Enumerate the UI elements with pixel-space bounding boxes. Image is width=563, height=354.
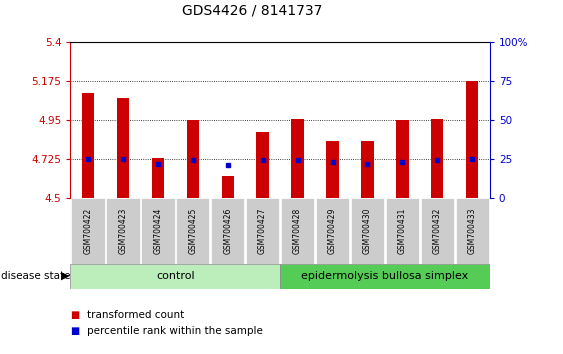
Bar xyxy=(431,119,444,198)
Bar xyxy=(141,198,175,264)
Text: percentile rank within the sample: percentile rank within the sample xyxy=(87,326,263,336)
Text: GDS4426 / 8141737: GDS4426 / 8141737 xyxy=(182,4,322,18)
Text: GSM700430: GSM700430 xyxy=(363,208,372,254)
Text: GSM700433: GSM700433 xyxy=(468,208,477,254)
Text: GSM700427: GSM700427 xyxy=(258,208,267,254)
Text: GSM700428: GSM700428 xyxy=(293,208,302,254)
Bar xyxy=(246,198,279,264)
Bar xyxy=(71,198,105,264)
Bar xyxy=(106,198,140,264)
Bar xyxy=(82,93,94,198)
Text: ▶: ▶ xyxy=(60,271,69,281)
Bar xyxy=(151,159,164,198)
Text: disease state: disease state xyxy=(1,271,70,281)
Text: control: control xyxy=(156,271,195,281)
Bar xyxy=(351,198,385,264)
Bar xyxy=(186,120,199,198)
Text: GSM700431: GSM700431 xyxy=(398,208,407,254)
Text: epidermolysis bullosa simplex: epidermolysis bullosa simplex xyxy=(301,271,468,281)
Bar xyxy=(327,141,338,198)
Bar xyxy=(281,198,314,264)
Text: GSM700429: GSM700429 xyxy=(328,208,337,254)
Bar xyxy=(466,81,479,198)
Text: ■: ■ xyxy=(70,326,79,336)
Bar xyxy=(292,119,303,198)
Bar xyxy=(176,198,209,264)
Bar xyxy=(361,141,374,198)
Text: ■: ■ xyxy=(70,310,79,320)
Text: transformed count: transformed count xyxy=(87,310,185,320)
Bar xyxy=(421,198,454,264)
Bar xyxy=(70,264,280,289)
Bar xyxy=(386,198,419,264)
Text: GSM700422: GSM700422 xyxy=(83,208,92,254)
Text: GSM700426: GSM700426 xyxy=(223,208,232,254)
Bar xyxy=(257,132,269,198)
Bar xyxy=(280,264,490,289)
Bar xyxy=(222,176,234,198)
Text: GSM700432: GSM700432 xyxy=(433,208,442,254)
Bar xyxy=(211,198,244,264)
Bar xyxy=(316,198,349,264)
Text: GSM700423: GSM700423 xyxy=(118,208,127,254)
Bar xyxy=(455,198,489,264)
Text: GSM700425: GSM700425 xyxy=(188,208,197,254)
Text: GSM700424: GSM700424 xyxy=(153,208,162,254)
Bar xyxy=(117,98,129,198)
Bar xyxy=(396,120,409,198)
